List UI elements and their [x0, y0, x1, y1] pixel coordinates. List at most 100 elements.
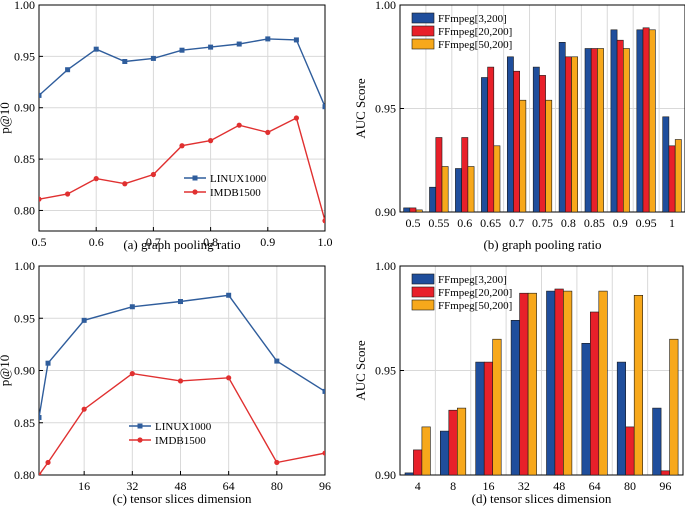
bar — [642, 27, 650, 212]
x-tick-label: 48 — [553, 479, 565, 493]
bar — [584, 48, 592, 212]
panel-caption: (c) tensor slices dimension — [113, 491, 252, 506]
x-tick-label: 1 — [669, 216, 675, 230]
plot-area — [39, 292, 325, 475]
x-tick-label: 64 — [223, 479, 235, 493]
bar — [636, 29, 644, 212]
y-tick-label: 1.00 — [375, 259, 396, 273]
bar — [492, 338, 502, 475]
x-tick-label: 1.0 — [318, 235, 333, 249]
bar — [589, 311, 600, 475]
data-point — [65, 191, 71, 197]
bar — [581, 342, 591, 475]
legend-swatch — [411, 12, 435, 24]
bar — [506, 56, 514, 212]
x-tick-label: 0.8 — [561, 216, 576, 230]
data-point — [45, 459, 51, 466]
plot-area — [39, 36, 325, 224]
x-tick-label: 4 — [415, 479, 421, 493]
bar — [409, 207, 417, 212]
legend-label: FFmpeg[3,200] — [438, 13, 507, 25]
legend-marker — [192, 189, 198, 195]
bar — [532, 66, 540, 212]
data-point — [322, 388, 325, 394]
legend-swatch — [411, 299, 435, 311]
bar — [448, 409, 458, 475]
panel-caption: (d) tensor slices dimension — [472, 491, 612, 506]
y-tick-label: 1.00 — [14, 0, 35, 12]
data-point — [236, 41, 242, 47]
x-tick-label: 0.5 — [405, 216, 420, 230]
data-point — [274, 358, 280, 364]
x-tick-label: 64 — [589, 479, 601, 493]
y-tick-label: 0.80 — [14, 468, 35, 482]
data-point — [39, 472, 42, 475]
bar — [475, 361, 485, 475]
plot-area — [404, 288, 679, 475]
data-point — [122, 181, 128, 187]
data-point — [236, 122, 242, 128]
panel-caption: (a) graph pooling ratio — [123, 237, 240, 252]
data-point — [129, 304, 135, 310]
plot-frame — [38, 4, 326, 232]
data-point — [93, 46, 99, 52]
bar — [590, 48, 598, 212]
bar — [545, 99, 553, 212]
bar — [674, 139, 682, 212]
legend: FFmpeg[3,200]FFmpeg[20,200]FFmpeg[50,200… — [411, 12, 512, 51]
bar — [519, 292, 529, 475]
y-tick-label: 0.90 — [14, 101, 35, 115]
data-point — [122, 59, 128, 64]
x-tick-label: 80 — [624, 479, 636, 493]
legend-label: FFmpeg[50,200] — [438, 300, 512, 312]
legend-label: FFmpeg[20,200] — [438, 287, 512, 299]
x-tick-label: 32 — [518, 479, 530, 493]
x-tick-label: 0.75 — [532, 216, 553, 230]
x-tick-label: 0.55 — [428, 216, 449, 230]
data-point — [265, 36, 271, 42]
data-point — [93, 176, 99, 182]
bar — [563, 290, 573, 475]
legend-label: LINUX1000 — [155, 421, 212, 433]
series-line-IMDB1500 — [39, 372, 325, 475]
bar — [616, 39, 624, 212]
bar — [456, 407, 467, 475]
data-point — [39, 415, 42, 421]
y-axis-label: p@10 — [0, 102, 12, 133]
legend-marker — [137, 437, 143, 443]
y-axis-label: AUC Score — [353, 340, 368, 401]
y-tick-label: 0.90 — [375, 205, 396, 219]
legend-label: FFmpeg[3,200] — [438, 274, 507, 286]
plot-area — [403, 27, 682, 212]
bar — [439, 430, 450, 475]
y-tick-label: 0.85 — [14, 152, 35, 166]
y-tick-label: 0.90 — [375, 468, 396, 482]
bar — [633, 294, 644, 475]
chart-b: 0.90 0.95 1.00 AUC Score 0.5 0.55 0.6 0.65 0.7 0.… — [353, 0, 685, 252]
y-tick-label: 1.00 — [375, 0, 396, 12]
data-point — [81, 406, 87, 412]
x-tick-label: 32 — [126, 479, 138, 493]
x-tick-label: 8 — [450, 479, 456, 493]
x-tick-label: 0.95 — [636, 216, 657, 230]
bar — [429, 186, 436, 212]
data-point — [39, 196, 42, 202]
bar — [519, 99, 527, 212]
data-point — [179, 47, 185, 53]
bar — [625, 426, 635, 475]
data-point — [226, 292, 232, 298]
legend-label: LINUX1000 — [210, 173, 267, 185]
legend-label: FFmpeg[50,200] — [438, 39, 512, 51]
bar — [467, 166, 475, 212]
x-tick-label: 0.65 — [480, 216, 501, 230]
legend-swatch — [411, 38, 435, 50]
bar — [597, 48, 604, 212]
bar — [435, 137, 443, 212]
series-line-IMDB1500 — [39, 116, 325, 221]
data-point — [179, 143, 185, 149]
y-tick-label: 0.80 — [14, 203, 35, 217]
y-tick-label: 0.90 — [14, 364, 35, 378]
bar — [415, 209, 423, 212]
